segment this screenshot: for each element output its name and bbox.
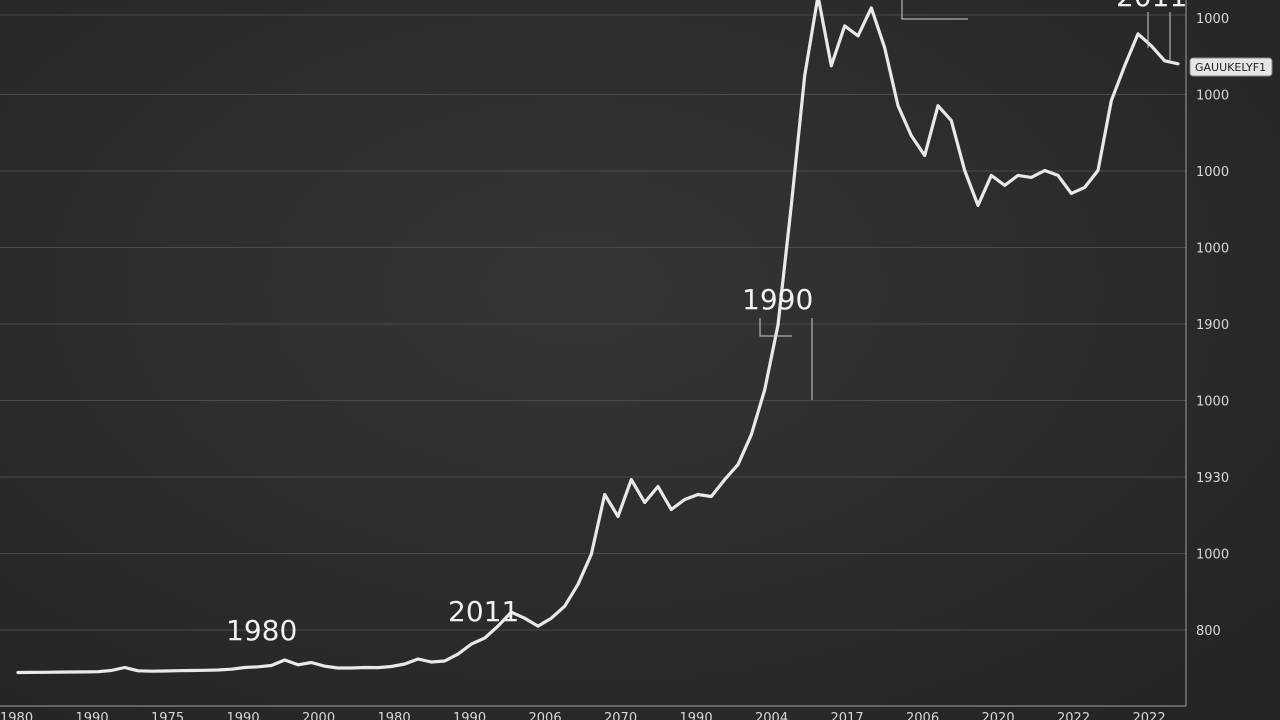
annotations-group: 1980 2011 1990 2011 — [226, 0, 1187, 647]
x-tick-label: 2070 — [604, 711, 637, 720]
x-tick-label: 2020 — [982, 711, 1015, 720]
annotation-label: 1990 — [742, 283, 813, 316]
x-tick-labels: 1980 1990 1975 1990 2000 1980 1990 2006 2070 1990… — [0, 711, 1166, 720]
grid-lines — [0, 14, 1186, 631]
series-line — [16, 0, 1180, 675]
series-tag-box — [1189, 57, 1273, 77]
x-tick-label: 2006 — [529, 711, 562, 720]
y-tick-label: 1000 — [1196, 242, 1229, 257]
y-tick-label: 1000 — [1196, 165, 1229, 180]
y-tick-label: 1930 — [1196, 471, 1229, 486]
x-tick-label: 2000 — [302, 711, 335, 720]
x-tick-label: 1990 — [227, 711, 260, 720]
x-tick-label: 1990 — [76, 711, 109, 720]
x-tick-label: 2006 — [906, 711, 939, 720]
y-tick-label: 1000 — [1196, 12, 1229, 27]
series-group — [16, 0, 1180, 675]
x-tick-label: 1980 — [0, 711, 33, 720]
y-tick-label: 1000 — [1196, 548, 1229, 563]
x-tick-label: 2017 — [831, 711, 864, 720]
x-tick-label: 2022 — [1133, 711, 1166, 720]
annotation-leader — [901, 0, 968, 20]
annotation-label: 2011 — [1116, 0, 1187, 13]
x-tick-label: 1990 — [680, 711, 713, 720]
x-tick-label: 2022 — [1057, 711, 1090, 720]
x-tick-label: 1975 — [151, 711, 184, 720]
x-tick-label: 1980 — [378, 711, 411, 720]
annotation-leader — [759, 318, 792, 337]
annotation-label: 2011 — [448, 595, 519, 628]
y-tick-label: 800 — [1196, 624, 1221, 639]
series-tag-group: GAUUKELYF1 — [1189, 57, 1273, 77]
series-tag-label: GAUUKELYF1 — [1195, 61, 1266, 74]
axes — [0, 0, 1187, 707]
y-tick-labels: 1000 1000 1000 1000 1900 1000 1930 1000 800 — [1196, 12, 1229, 639]
y-tick-label: 1900 — [1196, 318, 1229, 333]
y-tick-label: 1000 — [1196, 395, 1229, 410]
x-tick-label: 2004 — [755, 711, 788, 720]
x-tick-label: 1990 — [453, 711, 486, 720]
annotation-label: 1980 — [226, 614, 297, 647]
y-tick-label: 1000 — [1196, 89, 1229, 104]
